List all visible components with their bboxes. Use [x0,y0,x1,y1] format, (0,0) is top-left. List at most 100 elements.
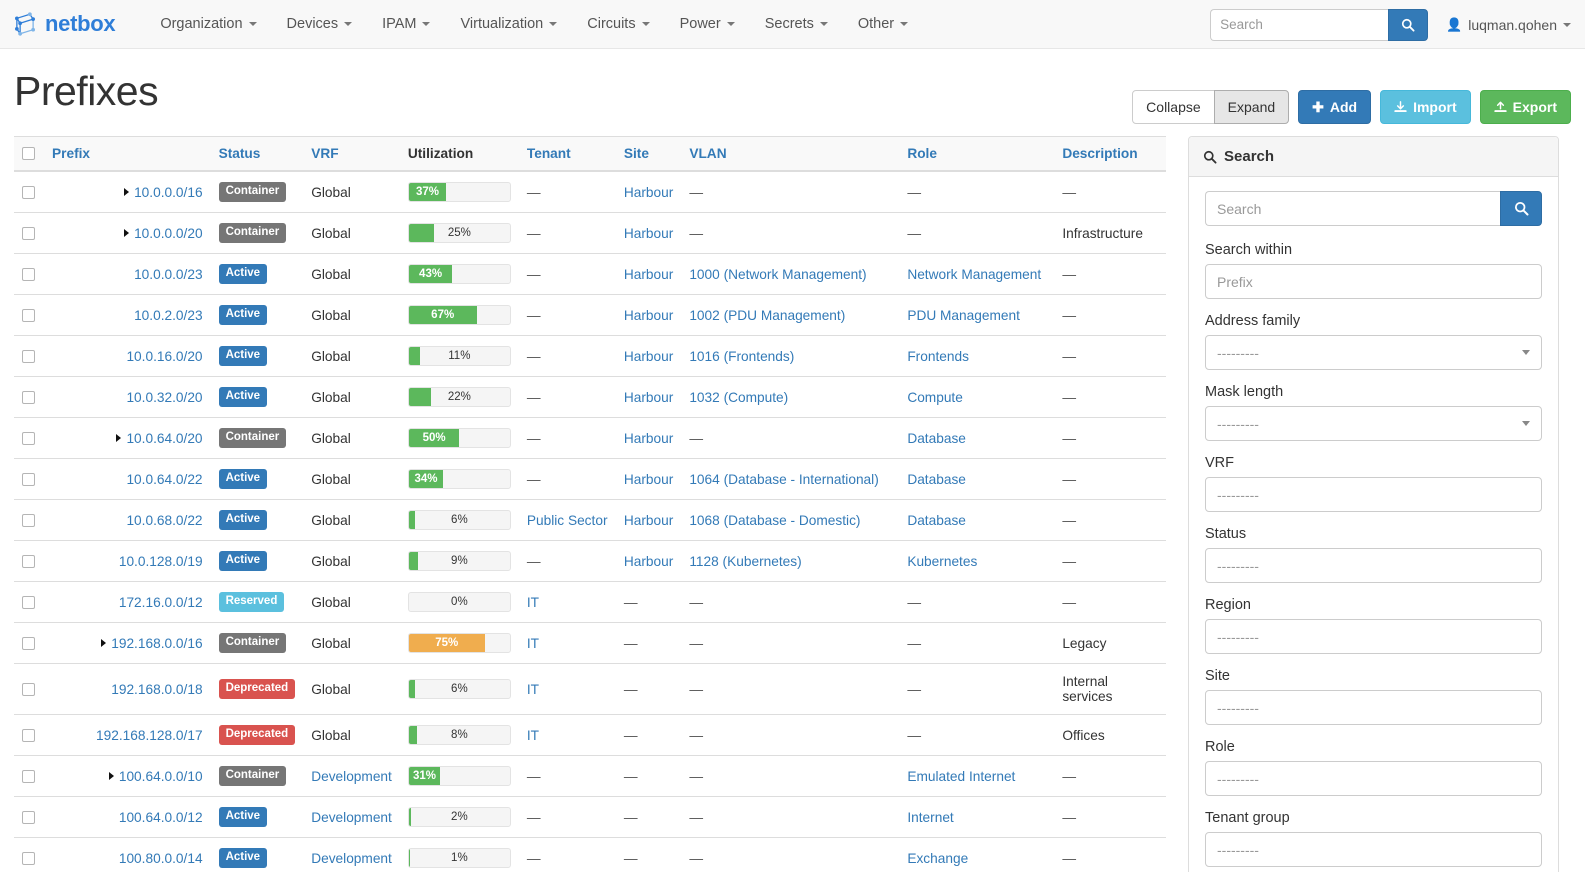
row-checkbox[interactable] [22,728,35,742]
prefix-link[interactable]: 10.0.16.0/20 [126,348,203,364]
vlan-link[interactable]: 1064 (Database - International) [689,471,879,487]
prefix-link[interactable]: 100.64.0.0/10 [118,768,203,784]
prefix-link[interactable]: 10.0.0.0/16 [134,184,203,200]
prefix-link[interactable]: 10.0.0.0/23 [134,266,203,282]
site-link[interactable]: Harbour [623,225,674,241]
prefix-link[interactable]: 10.0.2.0/23 [134,307,203,323]
expand-triangle-icon[interactable] [124,188,130,197]
nav-item-virtualization[interactable]: Virtualization [445,8,572,40]
site-link[interactable]: Harbour [623,266,674,282]
sidebar-search-button[interactable] [1500,191,1542,226]
role-link[interactable]: Frontends [907,348,969,364]
nav-item-organization[interactable]: Organization [145,8,271,40]
prefix-link[interactable]: 10.0.0.0/20 [134,225,203,241]
site-link[interactable]: Harbour [623,471,674,487]
nav-item-secrets[interactable]: Secrets [750,8,843,40]
tenant-link[interactable]: IT [526,681,540,697]
column-header-prefix[interactable]: Prefix [44,136,211,172]
role-link[interactable]: Exchange [907,850,969,866]
prefix-link[interactable]: 10.0.64.0/20 [126,430,203,446]
global-search-input[interactable] [1210,8,1389,41]
expand-triangle-icon[interactable] [108,772,114,781]
role-link[interactable]: Compute [907,389,963,405]
nav-item-devices[interactable]: Devices [272,8,368,40]
filter-input[interactable]: Prefix [1205,264,1542,299]
site-link[interactable]: Harbour [623,512,674,528]
column-header-tenant[interactable]: Tenant [518,136,616,172]
site-link[interactable]: Harbour [623,307,674,323]
prefix-link[interactable]: 192.168.0.0/16 [111,635,203,651]
site-link[interactable]: Harbour [623,184,674,200]
row-checkbox[interactable] [22,267,35,281]
collapse-button[interactable]: Collapse [1132,90,1215,124]
vlan-link[interactable]: 1128 (Kubernetes) [689,553,802,569]
add-button[interactable]: ✚ Add [1298,90,1372,124]
global-search-button[interactable] [1388,8,1429,41]
row-checkbox[interactable] [22,185,35,199]
prefix-link[interactable]: 10.0.128.0/19 [118,553,203,569]
nav-item-circuits[interactable]: Circuits [572,8,664,40]
prefix-link[interactable]: 192.168.0.0/18 [111,681,203,697]
row-checkbox[interactable] [22,636,35,650]
filter-input[interactable]: --------- [1205,832,1542,867]
row-checkbox[interactable] [22,390,35,404]
row-checkbox[interactable] [22,472,35,486]
vrf-link[interactable]: Development [311,850,392,866]
nav-item-ipam[interactable]: IPAM [367,8,445,40]
vlan-link[interactable]: 1068 (Database - Domestic) [689,512,861,528]
role-link[interactable]: Database [907,471,966,487]
select-all-checkbox[interactable] [22,147,35,160]
prefix-link[interactable]: 10.0.68.0/22 [126,512,203,528]
role-link[interactable]: Database [907,512,966,528]
row-checkbox[interactable] [22,226,35,240]
row-checkbox[interactable] [22,769,35,783]
tenant-link[interactable]: IT [526,635,540,651]
prefix-link[interactable]: 10.0.64.0/22 [126,471,203,487]
column-header-vrf[interactable]: VRF [303,136,400,172]
role-link[interactable]: PDU Management [907,307,1020,323]
column-header-site[interactable]: Site [615,136,682,172]
site-link[interactable]: Harbour [623,430,674,446]
role-link[interactable]: Kubernetes [907,553,978,569]
expand-triangle-icon[interactable] [101,639,107,648]
tenant-link[interactable]: Public Sector [526,512,608,528]
expand-button[interactable]: Expand [1213,90,1290,124]
row-checkbox[interactable] [22,595,35,609]
netbox-logo-link[interactable]: netbox [12,11,116,37]
role-link[interactable]: Database [907,430,966,446]
prefix-link[interactable]: 100.80.0.0/14 [118,850,203,866]
filter-input[interactable]: --------- [1205,761,1542,796]
role-link[interactable]: Internet [907,809,954,825]
row-checkbox[interactable] [22,513,35,527]
row-checkbox[interactable] [22,308,35,322]
site-link[interactable]: Harbour [623,553,674,569]
vlan-link[interactable]: 1016 (Frontends) [689,348,795,364]
prefix-link[interactable]: 172.16.0.0/12 [118,594,203,610]
export-button[interactable]: Export [1479,90,1571,124]
filter-input[interactable]: --------- [1205,477,1542,512]
filter-select[interactable]: --------- [1205,335,1542,370]
site-link[interactable]: Harbour [623,389,674,405]
vlan-link[interactable]: 1000 (Network Management) [689,266,867,282]
user-menu[interactable]: 👤 luqman.qohen [1446,17,1571,33]
filter-select[interactable]: --------- [1205,406,1542,441]
prefix-link[interactable]: 10.0.32.0/20 [126,389,203,405]
tenant-link[interactable]: IT [526,727,540,743]
import-button[interactable]: Import [1380,90,1471,124]
column-header-status[interactable]: Status [210,136,304,172]
vlan-link[interactable]: 1032 (Compute) [689,389,789,405]
vlan-link[interactable]: 1002 (PDU Management) [689,307,846,323]
expand-triangle-icon[interactable] [124,229,130,238]
prefix-link[interactable]: 100.64.0.0/12 [118,809,203,825]
row-checkbox[interactable] [22,554,35,568]
role-link[interactable]: Network Management [907,266,1042,282]
sidebar-search-input[interactable] [1205,191,1500,226]
row-checkbox[interactable] [22,431,35,445]
vrf-link[interactable]: Development [311,809,392,825]
tenant-link[interactable]: IT [526,594,540,610]
column-header-description[interactable]: Description [1054,136,1166,172]
row-checkbox[interactable] [22,682,35,696]
expand-triangle-icon[interactable] [116,434,122,443]
nav-item-power[interactable]: Power [665,8,750,40]
filter-input[interactable]: --------- [1205,548,1542,583]
